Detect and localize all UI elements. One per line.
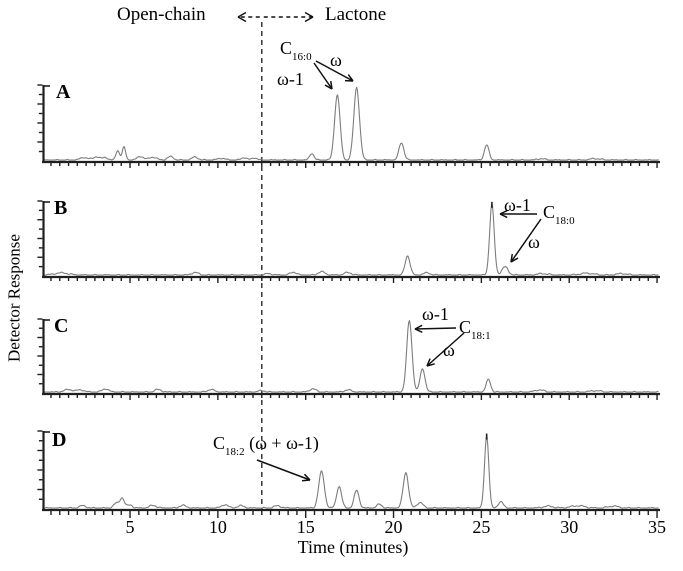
compound-subscript: 16:0 [292,50,312,63]
panel-c-trace [44,320,659,393]
panel-a-arrow-to-omega-minus-1-peak [313,62,333,90]
panel-a-arrow-to-omega-peak-head [347,74,354,82]
compound-symbol: C [543,202,556,222]
panel-b-arrow-to-omega-minus-1-peak-head [499,213,508,219]
compound-subscript: 18:2 [225,445,245,458]
panel-c-compound-label: C18:1 [459,317,491,341]
panel-d-arrow-to-labeled-peak-head [301,479,311,482]
panel-a-arrow-to-omega-minus-1-peak-head [324,84,333,90]
panel-b-arrow-to-omega-peak-head [510,257,519,263]
compound-forms: (ω + ω-1) [244,433,319,453]
panel-c-omega-label: ω [443,340,455,360]
panel-d-arrow-to-labeled-peak [256,459,311,481]
compound-subscript: 18:1 [471,329,491,342]
compound-symbol: C [459,317,472,337]
panel-b-omega-label: ω [528,232,540,252]
x-tick-label: 15 [297,517,315,537]
x-tick-label: 10 [209,517,227,537]
panel-b-letter: B [54,197,68,219]
panel-c-letter: C [54,315,69,337]
panel-b-trace [44,203,659,276]
panel-b-omega-minus-1-label: ω-1 [504,195,531,215]
panel-a-arrow-to-omega-minus-1-peak-head [330,80,333,90]
x-tick-label: 20 [385,517,403,537]
panel-c-arrow-to-omega-minus-1-peak-head [414,324,423,330]
x-tick-label: 25 [472,517,490,537]
header-arrow-right-head [304,11,314,18]
header-arrow-right-head [304,16,314,23]
panel-a-omega-label: ω [330,50,342,70]
panel-d-trace [44,436,659,509]
panel-c-arrow-to-omega-peak [426,332,465,367]
panel-d-letter: D [52,429,67,451]
panel-b-arrow-to-omega-peak-head [510,253,514,263]
header-open-chain-label: Open-chain [117,4,206,25]
x-tick-label: 5 [126,517,135,537]
panel-b-arrow-to-omega-minus-1-peak-head [499,209,508,215]
compound-subscript: 18:0 [555,214,575,227]
header-arrow-left-head [237,11,247,18]
compound-symbol: C [213,433,226,453]
panel-c-arrow-to-omega-minus-1-peak-head [414,328,423,333]
panel-c-arrow-to-omega-peak-head [426,363,435,367]
x-tick-label: 30 [560,517,578,537]
panel-a-trace [44,86,659,161]
panel-c-arrow-to-omega-minus-1-peak [414,327,457,330]
panel-b-compound-label: C18:0 [543,202,575,226]
x-axis-title: Time (minutes) [297,537,409,557]
header-arrow-left-head [237,16,247,23]
panel-d-arrow-to-labeled-peak-head [303,473,311,481]
panel-d-compound-label: C18:2 (ω + ω-1) [213,433,319,457]
panel-c-omega-minus-1-label: ω-1 [422,304,449,324]
panel-a-omega-minus-1-label: ω-1 [277,69,304,89]
y-axis-title: Detector Response [4,234,24,362]
x-tick-label: 35 [648,517,666,537]
panel-a-arrow-to-omega-peak [315,60,354,82]
panel-a-letter: A [56,81,71,103]
panel-a-compound-label: C16:0 [280,38,312,62]
panel-b-arrow-to-omega-peak [510,218,542,263]
compound-symbol: C [280,38,293,58]
header-lactone-label: Lactone [325,4,387,25]
panel-c-arrow-to-omega-peak-head [426,358,431,367]
